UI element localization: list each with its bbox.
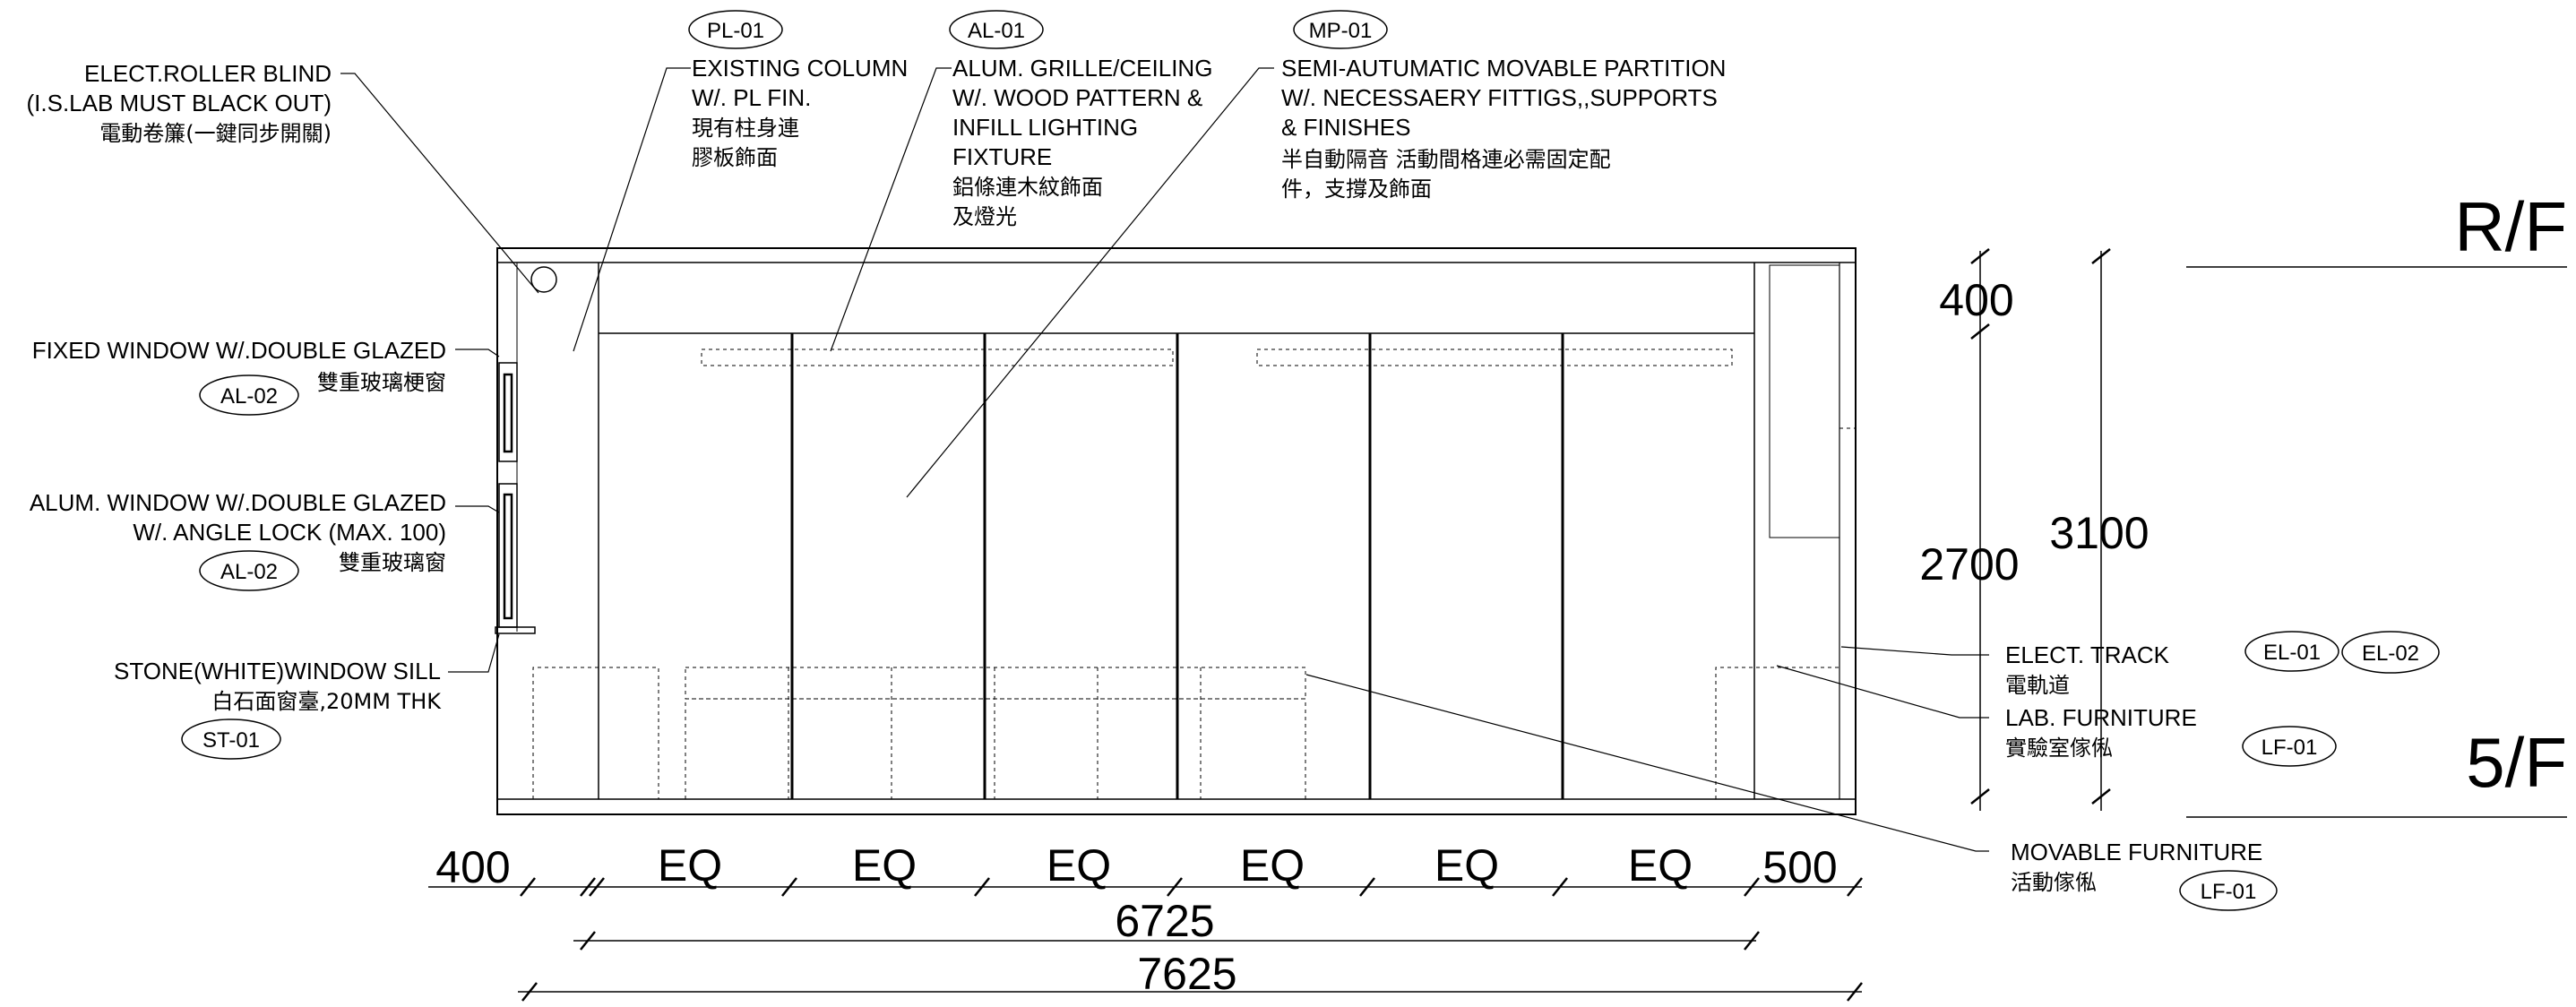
dim-eq-3: EQ [1047, 840, 1111, 891]
column-label-cn1: 現有柱身連 [692, 116, 799, 141]
tag-al01: AL-01 [949, 10, 1044, 49]
alum-window-label-en1: ALUM. WINDOW W/.DOUBLE GLAZED [30, 489, 446, 516]
grille-label-en4: FIXTURE [952, 143, 1052, 170]
blind-label-en1: ELECT.ROLLER BLIND [84, 60, 332, 87]
tag-el01-text: EL-01 [2263, 641, 2321, 665]
tag-al02-alum-text: AL-02 [220, 560, 278, 584]
dim-partition-6725: 6725 [1115, 896, 1214, 946]
grille-label-cn2: 及燈光 [952, 204, 1017, 229]
tag-lf01-lab-text: LF-01 [2262, 736, 2318, 760]
blind-label-cn: 電動卷簾(一鍵同步開關) [99, 121, 332, 146]
tag-st01: ST-01 [181, 719, 281, 760]
dim-eq-2: EQ [852, 840, 917, 891]
tag-lf01-movable-text: LF-01 [2201, 880, 2257, 904]
column-label-en2: W/. PL FIN. [692, 84, 811, 111]
movable-furniture-label-cn: 活動傢俬 [2011, 870, 2097, 895]
grille-label-en3: INFILL LIGHTING [952, 114, 1138, 141]
vertical-dimensions [1970, 248, 2111, 811]
alum-window-label-en2: W/. ANGLE LOCK (MAX. 100) [133, 519, 446, 546]
tag-al01-text: AL-01 [968, 19, 1025, 43]
leader-lines [340, 67, 1989, 852]
dim-ceiling-height-2700: 2700 [1919, 539, 2019, 590]
tag-al02-fixed: AL-02 [199, 374, 299, 416]
dim-overall-7625: 7625 [1137, 949, 1236, 999]
tag-pl01: PL-01 [688, 10, 783, 49]
track-label-en: ELECT. TRACK [2005, 641, 2170, 668]
fixed-window-label-cn: 雙重玻璃梗窗 [317, 370, 446, 395]
level-rf: R/F [2454, 187, 2567, 266]
ceiling-lighting [701, 349, 1733, 366]
movable-furniture-label-en: MOVABLE FURNITURE [2011, 839, 2262, 865]
grille-label-en2: W/. WOOD PATTERN & [952, 84, 1202, 111]
fixed-window-label-en: FIXED WINDOW W/.DOUBLE GLAZED [32, 337, 446, 364]
dim-eq-6: EQ [1628, 840, 1693, 891]
movable-furniture-outline [685, 667, 1306, 800]
partition-label-en3: & FINISHES [1281, 114, 1410, 141]
column-label-cn2: 膠板飾面 [692, 145, 778, 170]
tag-al02-fixed-text: AL-02 [220, 384, 278, 409]
dim-eq-4: EQ [1240, 840, 1305, 891]
window-sill-label-cn: 白石面窗臺,20MM THK [211, 689, 442, 714]
dim-floor-to-floor-3100: 3100 [2049, 508, 2149, 558]
dim-left-400: 400 [435, 842, 510, 892]
level-5f: 5/F [2466, 723, 2567, 802]
tag-el01: EL-01 [2244, 631, 2339, 672]
partition-label-en1: SEMI-AUTUMATIC MOVABLE PARTITION [1281, 55, 1726, 82]
window-wall [495, 263, 557, 634]
movable-partition [790, 333, 1564, 799]
partition-label-cn1: 半自動隔音 活動間格連必需固定配 [1281, 147, 1611, 172]
tag-st01-text: ST-01 [202, 728, 260, 753]
grille-label-cn1: 鋁條連木紋飾面 [952, 175, 1103, 200]
partition-label-en2: W/. NECESSAERY FITTIGS,,SUPPORTS [1281, 84, 1718, 111]
dim-eq-5: EQ [1434, 840, 1499, 891]
dim-eq-1: EQ [658, 840, 722, 891]
level-lines [2186, 266, 2567, 818]
tag-mp01-text: MP-01 [1309, 19, 1373, 43]
dim-right-500: 500 [1762, 842, 1837, 892]
tag-al02-alum: AL-02 [199, 550, 299, 591]
blind-label-en2: (I.S.LAB MUST BLACK OUT) [27, 90, 332, 116]
window-sill-label-en: STONE(WHITE)WINDOW SILL [114, 658, 441, 684]
track-label-cn: 電軌道 [2005, 673, 2070, 698]
tag-mp01: MP-01 [1293, 10, 1388, 49]
tag-el02: EL-02 [2341, 631, 2440, 674]
alum-window-label-cn: 雙重玻璃窗 [339, 550, 446, 575]
grille-label-en1: ALUM. GRILLE/CEILING [952, 55, 1212, 82]
tag-pl01-text: PL-01 [707, 19, 764, 43]
lab-furniture-label-cn: 實驗室傢俬 [2005, 736, 2113, 761]
tag-lf01-movable: LF-01 [2179, 870, 2278, 911]
lab-furniture-outline [532, 427, 1856, 799]
tag-lf01-lab: LF-01 [2242, 726, 2337, 767]
partition-label-cn2: 件，支撐及飾面 [1281, 176, 1432, 202]
horizontal-dimensions [428, 877, 1863, 1002]
column-label-en1: EXISTING COLUMN [692, 55, 908, 82]
dim-ceiling-400: 400 [1939, 275, 2013, 325]
tag-el02-text: EL-02 [2362, 641, 2419, 666]
